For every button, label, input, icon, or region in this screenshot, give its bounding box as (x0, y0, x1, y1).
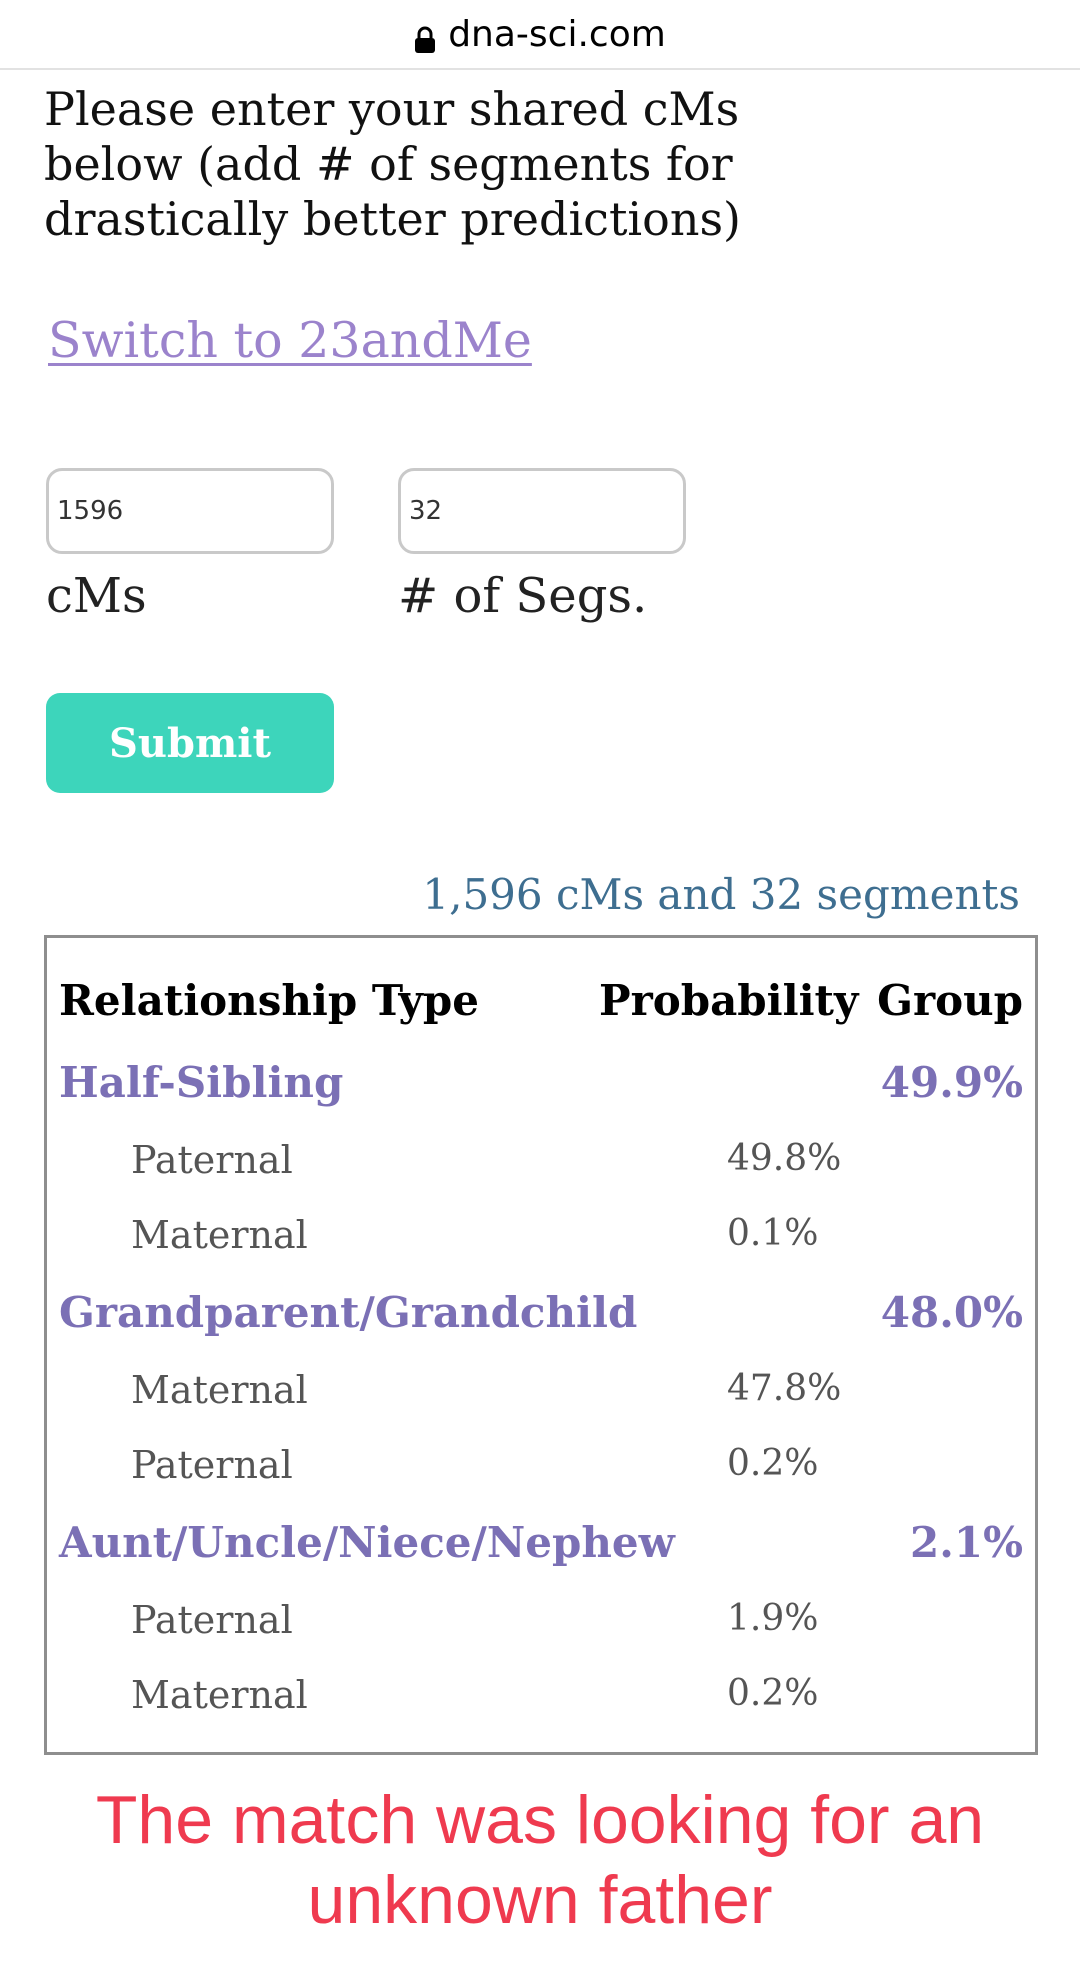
instructions-line-1: Please enter your shared cMs (44, 82, 740, 136)
group-probability: 2.1% (910, 1518, 1023, 1567)
sub-relationship: Paternal (131, 1138, 293, 1182)
sub-probability: 0.2% (727, 1673, 819, 1714)
sub-probability: 0.2% (727, 1443, 819, 1484)
instructions-text: Please enter your shared cMs below (add … (44, 82, 1024, 247)
sub-probability: 47.8% (727, 1368, 842, 1409)
segments-input[interactable] (398, 468, 686, 554)
segments-label: # of Segs. (398, 568, 648, 624)
sub-probability: 0.1% (727, 1213, 819, 1254)
sub-relationship: Paternal (131, 1598, 293, 1642)
group-row-grandparent: Grandparent/Grandchild 48.0% (47, 1288, 1035, 1348)
annotation-line-1: The match was looking for an (95, 1782, 985, 1858)
group-name: Aunt/Uncle/Niece/Nephew (59, 1518, 675, 1567)
header-relationship-type: Relationship Type (59, 976, 479, 1025)
sub-row: Paternal 0.2% (47, 1443, 1035, 1503)
instructions-line-2: below (add # of segments for (44, 137, 733, 191)
cms-input[interactable] (46, 468, 334, 554)
group-row-half-sibling: Half-Sibling 49.9% (47, 1058, 1035, 1118)
sub-relationship: Maternal (131, 1368, 308, 1412)
sub-row: Maternal 47.8% (47, 1368, 1035, 1428)
instructions-line-3: drastically better predictions) (44, 192, 742, 246)
address-bar[interactable]: dna-sci.com (0, 0, 1080, 70)
group-probability: 49.9% (880, 1058, 1023, 1107)
results-table: Relationship Type Probability Group Half… (44, 935, 1038, 1755)
group-probability: 48.0% (880, 1288, 1023, 1337)
annotation-line-2: unknown father (307, 1862, 773, 1938)
cms-label: cMs (46, 568, 147, 624)
sub-probability: 49.8% (727, 1138, 842, 1179)
group-row-aunt-uncle: Aunt/Uncle/Niece/Nephew 2.1% (47, 1518, 1035, 1578)
group-name: Grandparent/Grandchild (59, 1288, 638, 1337)
results-summary: 1,596 cMs and 32 segments (422, 870, 1020, 919)
sub-relationship: Maternal (131, 1213, 308, 1257)
sub-row: Maternal 0.1% (47, 1213, 1035, 1273)
header-group: Group (877, 976, 1023, 1025)
header-probability: Probability (599, 976, 859, 1025)
lock-icon (414, 22, 436, 53)
switch-to-23andme-link[interactable]: Switch to 23andMe (48, 312, 532, 369)
group-name: Half-Sibling (59, 1058, 344, 1107)
url-text: dna-sci.com (448, 13, 666, 55)
annotation-caption: The match was looking for an unknown fat… (0, 1780, 1080, 1940)
sub-relationship: Maternal (131, 1673, 308, 1717)
submit-button[interactable]: Submit (46, 693, 334, 793)
sub-probability: 1.9% (727, 1598, 819, 1639)
sub-relationship: Paternal (131, 1443, 293, 1487)
sub-row: Paternal 1.9% (47, 1598, 1035, 1658)
sub-row: Maternal 0.2% (47, 1673, 1035, 1733)
sub-row: Paternal 49.8% (47, 1138, 1035, 1198)
